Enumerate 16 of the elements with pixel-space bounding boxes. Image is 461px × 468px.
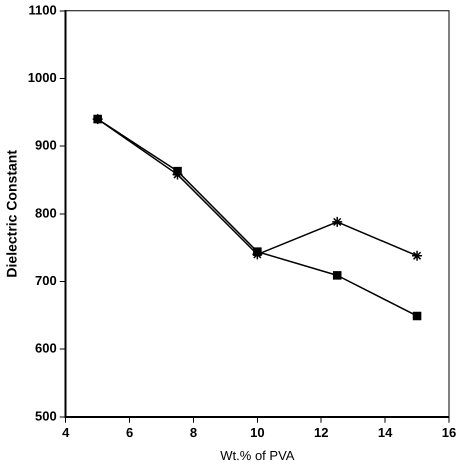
y-tick-label: 900 (35, 138, 57, 153)
x-tick-label: 4 (62, 425, 70, 440)
x-tick-label: 8 (190, 425, 198, 440)
y-tick-label: 700 (35, 273, 57, 288)
x-tick-label: 14 (378, 425, 394, 440)
x-axis-title: Wt.% of PVA (220, 448, 295, 463)
y-axis-title: Dielectric Constant (3, 150, 20, 278)
y-tick-label: 800 (35, 205, 57, 220)
x-tick-label: 16 (442, 425, 456, 440)
y-tick-label: 1100 (28, 2, 57, 18)
x-tick-label: 12 (314, 425, 328, 440)
y-tick-label: 600 (35, 340, 57, 356)
y-tick-label: 1000 (28, 70, 57, 86)
x-tick-label: 10 (250, 425, 265, 440)
x-tick-label: 6 (126, 425, 134, 440)
y-tick-label: 500 (35, 408, 57, 424)
